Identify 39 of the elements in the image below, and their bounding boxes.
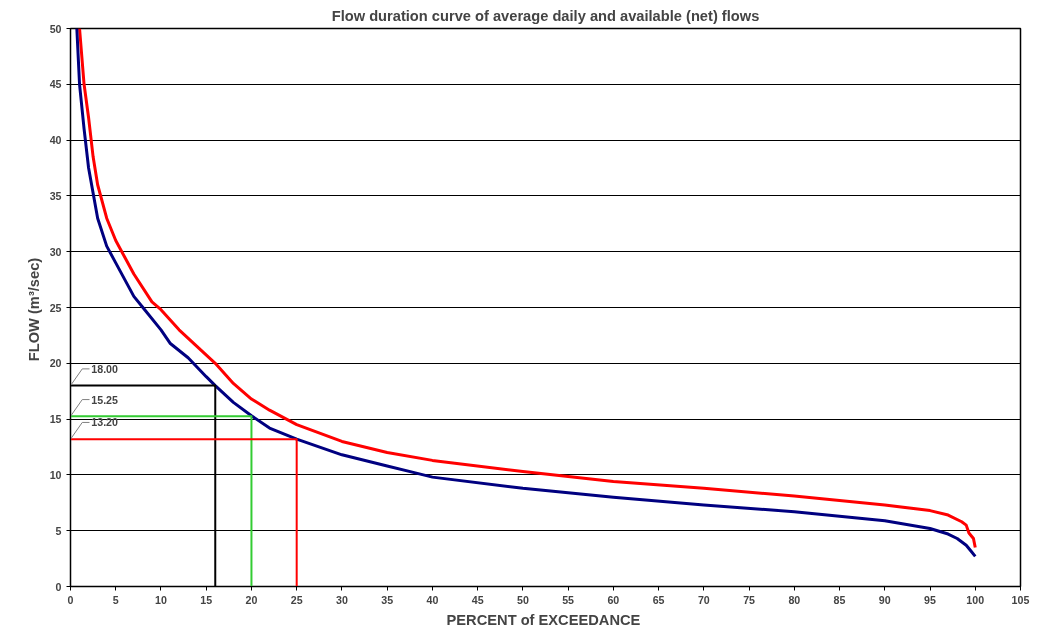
annotation: 13.20: [91, 416, 119, 429]
x-tick-label: 0: [67, 593, 74, 606]
x-tick-label: 35: [381, 593, 394, 606]
x-tick-label: 100: [966, 593, 985, 606]
y-tick-label: 45: [49, 78, 62, 91]
y-tick-label: 40: [49, 134, 62, 147]
x-tick-label: 15: [200, 593, 213, 606]
x-tick-label: 40: [426, 593, 439, 606]
x-axis-title: PERCENT of EXCEEDANCE: [446, 611, 641, 628]
x-tick-label: 70: [697, 593, 710, 606]
x-tick-label: 50: [516, 593, 529, 606]
y-tick-label: 5: [55, 524, 62, 537]
y-tick-label: 15: [49, 413, 62, 426]
x-tick-label: 85: [833, 593, 846, 606]
x-tick-label: 45: [471, 593, 484, 606]
x-tick-label: 20: [245, 593, 258, 606]
y-tick-label: 30: [49, 245, 62, 258]
x-tick-label: 10: [155, 593, 167, 606]
y-tick-label: 20: [49, 357, 62, 370]
x-tick-label: 90: [878, 593, 891, 606]
y-tick-label: 0: [55, 580, 62, 593]
x-tick-label: 105: [1011, 593, 1030, 606]
y-tick-label: 35: [49, 189, 62, 202]
x-tick-label: 5: [112, 593, 119, 606]
x-tick-label: 25: [290, 593, 303, 606]
y-tick-label: 10: [49, 468, 62, 481]
y-tick-label: 25: [49, 301, 62, 314]
x-tick-label: 75: [743, 593, 756, 606]
y-tick-label: 50: [49, 22, 62, 35]
annotation: 18.00: [91, 362, 119, 375]
annotation: 15.25: [91, 393, 119, 406]
x-tick-label: 80: [788, 593, 801, 606]
x-tick-label: 95: [924, 593, 937, 606]
x-tick-label: 65: [652, 593, 665, 606]
x-tick-label: 55: [562, 593, 575, 606]
x-tick-label: 30: [336, 593, 348, 606]
y-axis-title: FLOW (m³/sec): [25, 257, 42, 362]
chart-title: Flow duration curve of average daily and available (net) flows: [331, 7, 760, 24]
x-tick-label: 60: [607, 593, 620, 606]
